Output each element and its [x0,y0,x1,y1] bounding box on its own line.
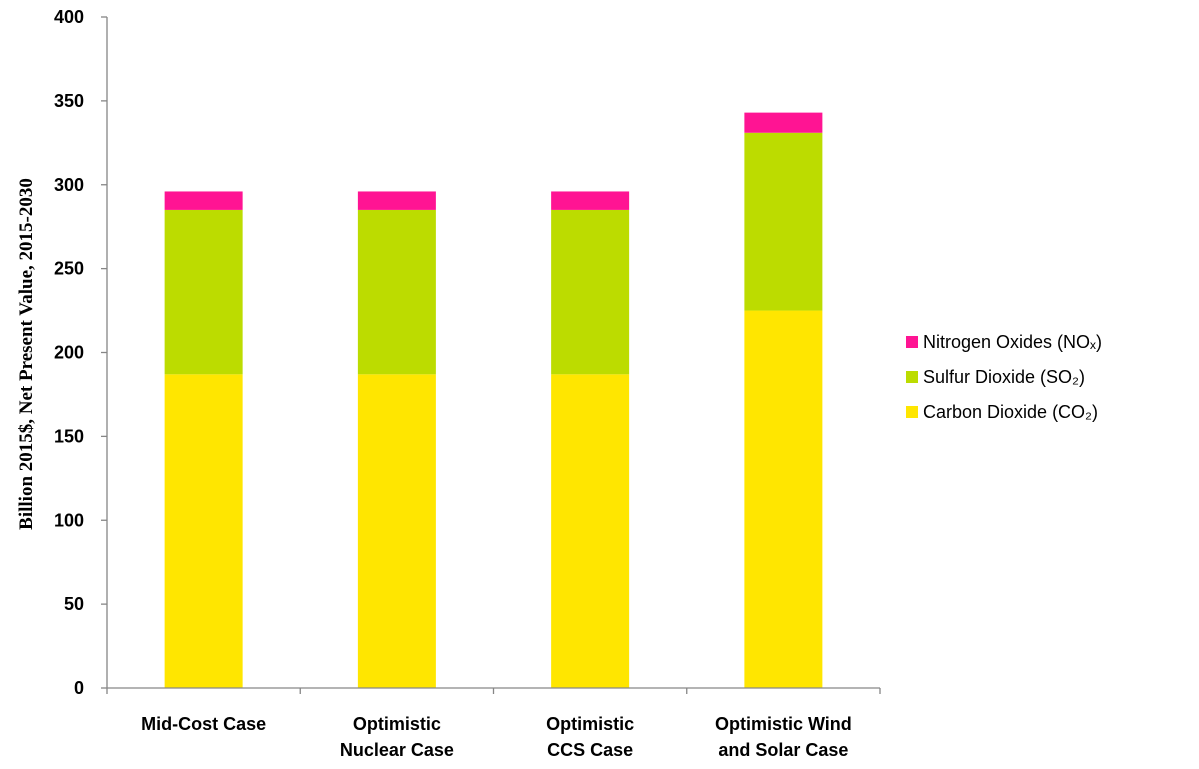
bar-segment-2-1 [551,209,630,375]
x-tick-label: Nuclear Case [340,740,454,760]
bar-segment-3-0 [744,310,823,688]
bar-segment-1-2 [357,191,436,210]
bar-segment-2-0 [551,374,630,688]
axes-group [101,16,881,694]
y-tick-label: 300 [54,175,84,195]
legend-swatch [906,336,918,348]
legend-swatch [906,371,918,383]
bar-segment-0-1 [164,209,243,375]
bar-segment-0-2 [164,191,243,210]
bar-segment-1-1 [357,209,436,375]
y-tick-label: 0 [74,678,84,698]
y-tick-label: 400 [54,7,84,27]
y-axis-label: Billion 2015$, Net Present Value, 2015-2… [16,178,37,530]
x-tick-label: Optimistic Wind [715,714,852,734]
legend-label: Carbon Dioxide (CO₂) [923,402,1098,422]
bar-segment-1-0 [357,374,436,688]
legend: Nitrogen Oxides (NOₓ) Sulfur Dioxide (SO₂… [906,332,1102,422]
x-labels-group: Mid-Cost Case Optimistic Nuclear Case Optim… [141,714,852,760]
y-ticks-group: 0 50 100 150 200 250 300 350 400 [54,7,84,698]
y-tick-label: 350 [54,91,84,111]
bar-segment-0-0 [164,374,243,688]
y-tick-label: 250 [54,259,84,279]
y-axis-label-group: Billion 2015$, Net Present Value, 2015-2… [16,178,37,530]
y-tick-label: 200 [54,343,84,363]
x-tick-label: Optimistic [353,714,441,734]
x-tick-label: Optimistic [546,714,634,734]
bar-segment-3-1 [744,132,823,311]
legend-label: Nitrogen Oxides (NOₓ) [923,332,1102,352]
bar-segment-2-2 [551,191,630,210]
legend-swatch [906,406,918,418]
y-tick-label: 100 [54,510,84,530]
y-tick-label: 150 [54,426,84,446]
legend-label: Sulfur Dioxide (SO₂) [923,367,1085,387]
bars-group [164,112,823,688]
y-tick-label: 50 [64,594,84,614]
x-tick-label: and Solar Case [718,740,848,760]
bar-segment-3-2 [744,112,823,133]
x-tick-label: CCS Case [547,740,633,760]
x-tick-label: Mid-Cost Case [141,714,266,734]
